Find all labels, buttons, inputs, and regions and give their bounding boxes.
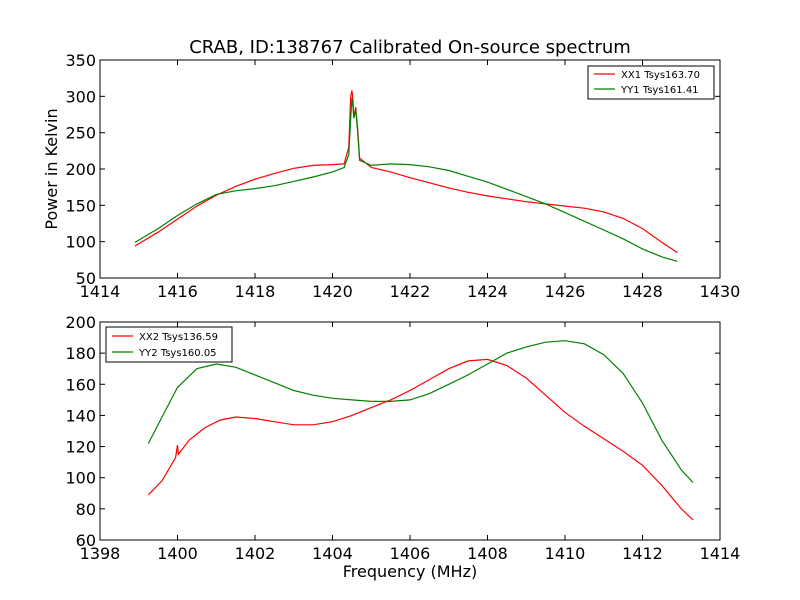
chart-title: CRAB, ID:138767 Calibrated On-source spe… (189, 37, 631, 58)
bottom-y-tick-label: 60 (76, 531, 96, 550)
bottom-x-tick-label: 1400 (157, 544, 198, 563)
top-subplot: CRAB, ID:138767 Calibrated On-source spe… (42, 37, 740, 301)
legend-label-yy1: YY1 Tsys161.41 (620, 85, 699, 96)
top-series-group (134, 90, 678, 262)
top-x-tick-label: 1426 (545, 282, 586, 301)
top-x-tick-label: 1422 (390, 282, 431, 301)
top-y-tick-label: 200 (65, 160, 96, 179)
top-legend-box (587, 65, 715, 100)
top-x-tick-label: 1428 (622, 282, 663, 301)
top-y-tick-label: 350 (65, 51, 96, 70)
legend-label-yy2: YY2 Tsys160.05 (138, 348, 217, 359)
bottom-y-tick-label: 100 (65, 469, 96, 488)
legend-label-xx1: XX1 Tsys163.70 (621, 70, 700, 81)
top-series-line-2 (134, 97, 678, 262)
top-y-tick-label: 150 (65, 196, 96, 215)
top-series-line-1 (134, 90, 678, 254)
top-y-axis-label: Power in Kelvin (42, 108, 61, 229)
bottom-series-group (147, 340, 694, 521)
bottom-series-line-2 (147, 340, 694, 483)
bottom-y-tick-label: 120 (65, 438, 96, 457)
bottom-y-tick-label: 140 (65, 406, 96, 425)
top-x-tick-label: 1420 (312, 282, 353, 301)
top-x-tick-label: 1414 (80, 282, 121, 301)
bottom-x-tick-label: 1402 (235, 544, 276, 563)
bottom-x-tick-label: 1404 (312, 544, 353, 563)
bottom-legend-box (105, 326, 233, 363)
bottom-x-tick-label: 1406 (390, 544, 431, 563)
bottom-axis-ticks: 1398 1400 1402 1404 1406 1408 1410 1412 1414 60 80… (65, 313, 740, 563)
top-y-tick-label: 100 (65, 233, 96, 252)
legend-label-xx2: XX2 Tsys136.59 (139, 332, 218, 343)
bottom-y-tick-label: 160 (65, 375, 96, 394)
bottom-y-tick-label: 80 (76, 500, 96, 519)
bottom-x-tick-label: 1398 (80, 544, 121, 563)
top-axis-ticks: 1414 1416 1418 1420 1422 1424 1426 1428 1430 50 10… (65, 51, 740, 301)
top-y-tick-label: 250 (65, 124, 96, 143)
bottom-y-tick-label: 200 (65, 313, 96, 332)
bottom-legend: XX2 Tsys136.59 YY2 Tsys160.05 (105, 326, 233, 363)
top-legend: XX1 Tsys163.70 YY1 Tsys161.41 (587, 65, 715, 100)
bottom-x-tick-label: 1414 (700, 544, 741, 563)
bottom-x-tick-label: 1410 (545, 544, 586, 563)
top-x-tick-label: 1430 (700, 282, 741, 301)
bottom-series-line-1 (147, 358, 694, 521)
top-x-tick-label: 1418 (235, 282, 276, 301)
top-y-tick-label: 300 (65, 87, 96, 106)
x-axis-label: Frequency (MHz) (343, 562, 477, 581)
top-x-tick-label: 1416 (157, 282, 198, 301)
bottom-x-tick-label: 1408 (467, 544, 508, 563)
top-y-tick-label: 50 (76, 269, 96, 288)
bottom-x-tick-label: 1412 (622, 544, 663, 563)
bottom-y-tick-label: 180 (65, 344, 96, 363)
top-x-tick-label: 1424 (467, 282, 508, 301)
bottom-subplot: 1398 1400 1402 1404 1406 1408 1410 1412 1414 60 80… (65, 313, 740, 581)
